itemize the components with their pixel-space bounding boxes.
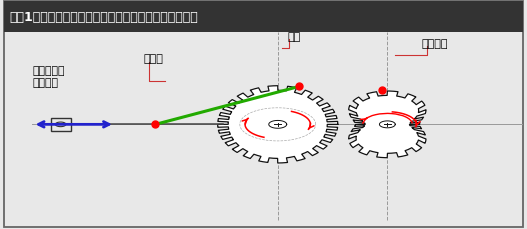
Text: ピニオン: ピニオン <box>422 38 448 49</box>
Polygon shape <box>218 86 338 163</box>
Text: 【図1】非円形歯車とリンクのコンビネーション機構例: 【図1】非円形歯車とリンクのコンビネーション機構例 <box>9 11 198 24</box>
Bar <box>4 2 523 33</box>
Text: 等速早戻り
往復運動: 等速早戻り 往復運動 <box>33 65 65 88</box>
Bar <box>51 119 71 131</box>
Text: ギヤ: ギヤ <box>287 32 300 42</box>
Polygon shape <box>349 92 426 158</box>
Text: リンク: リンク <box>143 53 163 63</box>
